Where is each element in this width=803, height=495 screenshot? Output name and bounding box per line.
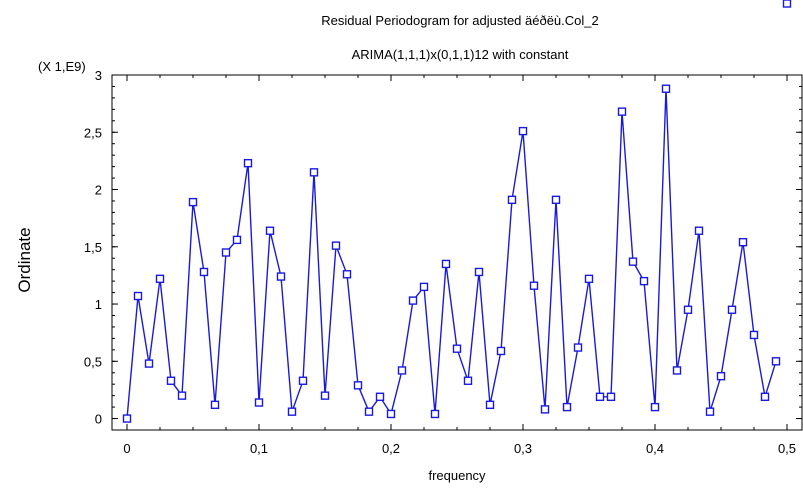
data-point	[221, 248, 231, 257]
y-tick-label: 0,5	[84, 354, 102, 369]
data-point	[133, 291, 143, 301]
data-point	[452, 344, 462, 353]
data-point	[309, 168, 319, 177]
data-point	[397, 366, 407, 375]
chart-title: Residual Periodogram for adjusted äéðëù.…	[321, 13, 599, 28]
data-point	[551, 195, 561, 205]
data-point	[617, 107, 627, 116]
data-point	[738, 237, 748, 247]
y-tick-label: 1	[95, 297, 102, 312]
data-point	[716, 371, 726, 381]
data-point	[243, 158, 253, 168]
x-tick-label: 0,5	[778, 441, 796, 456]
data-point	[320, 391, 330, 400]
data-point	[199, 267, 209, 277]
data-point	[375, 392, 385, 401]
series-layer	[122, 0, 792, 423]
data-point	[353, 381, 363, 390]
data-point	[155, 274, 165, 284]
data-point	[265, 226, 275, 235]
data-point	[573, 343, 583, 352]
data-point	[661, 84, 671, 93]
data-point	[496, 346, 506, 356]
data-point	[518, 126, 528, 136]
data-point	[144, 359, 154, 368]
data-point	[639, 276, 649, 286]
data-point	[782, 0, 792, 8]
data-point	[188, 197, 198, 207]
x-axis-label: frequency	[428, 468, 486, 483]
axis-ticks: 0 0,1 0,2 0,3 0,4 0,5 0 0,5 1 1,5 2 2,5 3	[84, 68, 802, 456]
data-point	[441, 259, 451, 269]
x-tick-label: 0,2	[382, 441, 400, 456]
y-tick-label: 0	[95, 412, 102, 427]
plot-frame	[111, 74, 803, 431]
data-point	[463, 376, 473, 385]
x-tick-label: 0	[123, 441, 130, 456]
data-point	[122, 414, 132, 423]
data-point	[595, 392, 605, 401]
data-point	[408, 296, 418, 305]
data-point	[760, 392, 770, 401]
data-point	[430, 409, 440, 419]
data-point	[485, 400, 495, 410]
data-point	[727, 305, 737, 314]
data-point	[210, 400, 220, 410]
data-point	[771, 357, 781, 366]
data-point	[694, 226, 704, 235]
y-tick-label: 2,5	[84, 125, 102, 140]
data-point	[749, 330, 759, 340]
data-point	[166, 376, 176, 385]
data-point	[474, 267, 484, 277]
data-point	[672, 366, 682, 375]
data-point	[276, 272, 286, 281]
data-point	[177, 391, 187, 400]
data-point	[529, 281, 539, 290]
data-point	[419, 282, 429, 292]
y-tick-label: 3	[95, 68, 102, 83]
x-tick-label: 0,3	[514, 441, 532, 456]
data-point	[342, 270, 352, 279]
y-axis-label: Ordinate	[15, 227, 34, 292]
data-point	[287, 407, 297, 416]
data-point	[364, 407, 374, 416]
data-point	[650, 402, 660, 412]
data-point	[705, 407, 715, 416]
data-point	[507, 195, 517, 205]
data-point	[298, 376, 308, 385]
x-tick-label: 0,1	[250, 441, 268, 456]
data-point	[386, 409, 396, 419]
data-point	[232, 235, 242, 245]
data-point	[540, 405, 550, 414]
y-tick-label: 2	[95, 183, 102, 198]
data-point	[584, 274, 594, 284]
data-point	[254, 398, 264, 407]
data-point	[331, 241, 341, 250]
y-multiplier-label: (X 1,E9)	[38, 59, 86, 74]
x-tick-label: 0,4	[646, 441, 664, 456]
data-point	[683, 305, 693, 314]
data-point	[562, 402, 572, 412]
y-tick-label: 1,5	[84, 240, 102, 255]
data-point	[606, 392, 616, 401]
data-point	[628, 257, 638, 266]
chart-subtitle: ARIMA(1,1,1)x(0,1,1)12 with constant	[352, 47, 569, 62]
